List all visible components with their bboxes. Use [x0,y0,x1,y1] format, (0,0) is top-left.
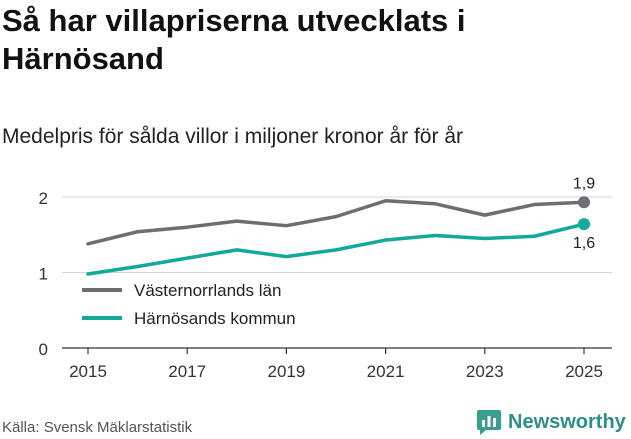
newsworthy-logo-icon [477,410,501,435]
series-end-point [578,218,590,231]
x-tick-label: 2019 [267,362,305,381]
end-value-label: 1,6 [573,235,595,252]
x-tick-label: 2021 [367,362,405,381]
x-tick-label: 2025 [565,362,603,381]
x-tick-label: 2015 [69,362,107,381]
end-value-label: 1,9 [573,175,595,192]
series-line-1 [86,199,586,246]
series-end-point [578,196,590,209]
series-line-2 [86,222,586,276]
legend-label: Västernorrlands län [134,281,281,300]
legend-label: Härnösands kommun [134,309,296,328]
brand-name: Newsworthy [508,410,626,433]
chart-title: Så har villapriserna utvecklats i Härnös… [2,3,466,76]
y-tick-label: 2 [39,189,48,208]
brand-logo: Newsworthy [476,407,626,437]
x-tick-label: 2023 [466,362,504,381]
y-tick-label: 1 [39,265,48,284]
x-tick-label: 2017 [168,362,206,381]
y-tick-label: 0 [39,340,48,359]
source-note: Källa: Svensk Mäklarstatistik [2,419,193,436]
chart-subtitle: Medelpris för sålda villor i miljoner kr… [2,125,463,148]
